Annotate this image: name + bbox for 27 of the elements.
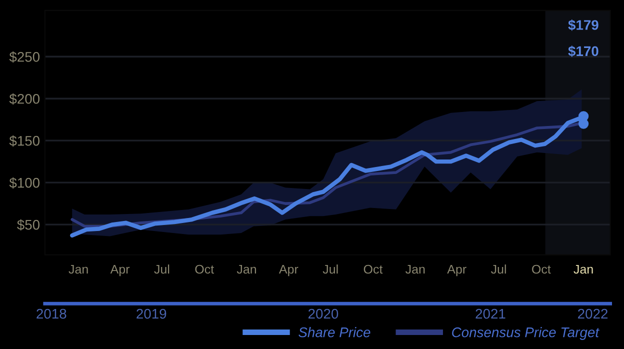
x-tick-label: Jan	[68, 264, 88, 274]
x-tick-label: Jan	[574, 264, 593, 274]
x-tick-label: Jan	[236, 264, 256, 274]
x-tick-label: Apr	[110, 264, 130, 276]
x-tick-label: Apr	[278, 264, 298, 276]
annotation: $170	[568, 46, 598, 57]
x2-tick-label: 2021	[476, 308, 506, 319]
legend-label: Share Price	[298, 327, 370, 338]
x-tick-label: Oct	[195, 264, 214, 274]
x2-tick-label: 2022	[578, 308, 608, 319]
x-tick-label: Jul	[490, 264, 506, 274]
y-tick-label: $250	[9, 51, 40, 63]
y-tick-label: $150	[9, 135, 40, 147]
x-tick-label: Jul	[322, 264, 338, 274]
y-tick-label: $100	[9, 177, 40, 189]
x2-tick-label: 2018	[36, 308, 66, 319]
legend-label: Consensus Price Target	[452, 327, 600, 340]
x-tick-label: Jul	[154, 264, 170, 274]
x-tick-label: Jan	[405, 264, 425, 274]
x2-tick-label: 2020	[308, 308, 338, 319]
y-tick-label: $200	[9, 93, 40, 105]
x-tick-label: Oct	[364, 264, 383, 274]
x2-tick-label: 2019	[136, 308, 166, 319]
x-tick-label: Oct	[532, 264, 551, 274]
y-tick-label: $50	[17, 219, 40, 231]
annotation: $179	[568, 19, 598, 31]
x-tick-label: Apr	[447, 264, 466, 276]
